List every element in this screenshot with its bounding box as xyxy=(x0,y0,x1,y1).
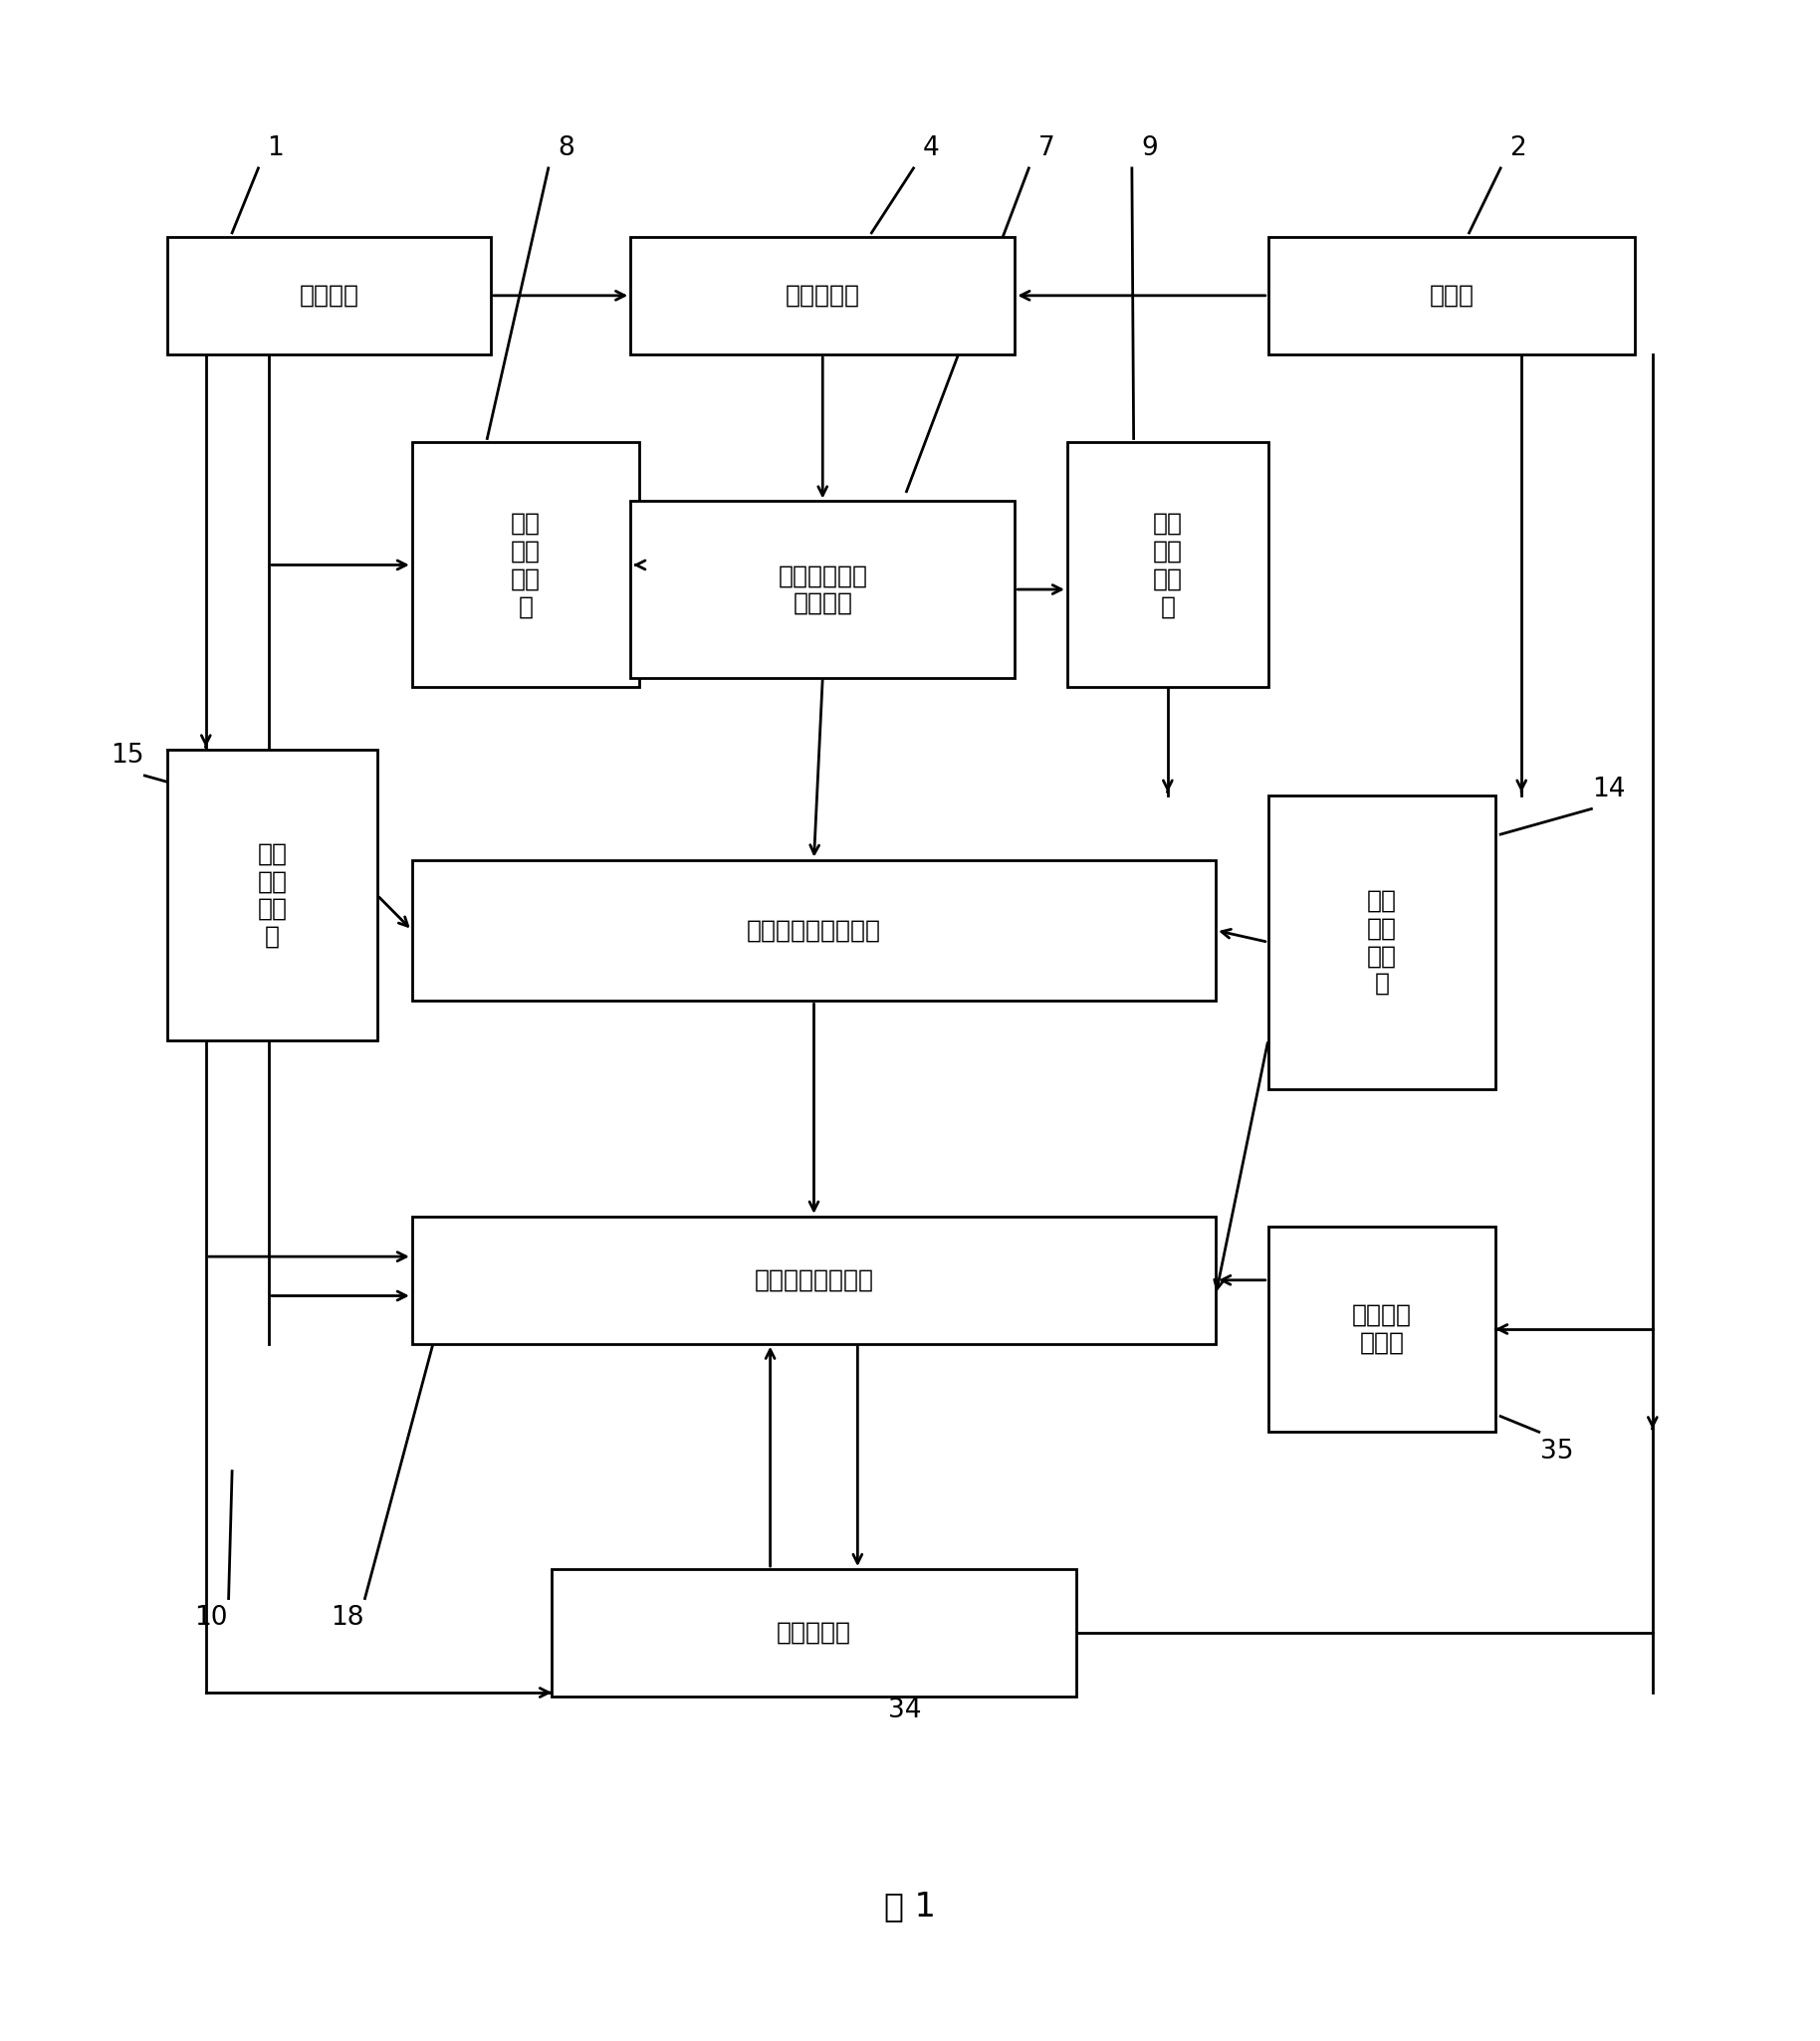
Text: 四通道光源: 四通道光源 xyxy=(784,284,861,308)
Text: 4: 4 xyxy=(923,135,939,161)
Text: 数据存储
打印机: 数据存储 打印机 xyxy=(1352,1304,1412,1355)
Bar xyxy=(630,502,1016,678)
Bar xyxy=(411,859,1216,1000)
Bar xyxy=(1269,796,1496,1090)
Text: 1: 1 xyxy=(268,135,284,161)
Text: 图 1: 图 1 xyxy=(885,1890,935,1923)
Text: 7: 7 xyxy=(1037,135,1054,161)
Text: 18: 18 xyxy=(331,1604,364,1631)
Text: 14: 14 xyxy=(1592,776,1625,802)
Text: 红紫光滤光片
切换装量: 红紫光滤光片 切换装量 xyxy=(777,563,868,614)
Text: 35: 35 xyxy=(1540,1439,1572,1465)
Text: 变压器: 变压器 xyxy=(1429,284,1474,308)
Text: 红紫
光切
换电
机: 红紫 光切 换电 机 xyxy=(511,512,541,618)
Text: 四通道试样检测平台: 四通道试样检测平台 xyxy=(746,918,881,943)
Bar xyxy=(167,237,491,355)
Text: 信号放大与控制器: 信号放大与控制器 xyxy=(753,1267,874,1292)
Bar xyxy=(1067,443,1269,688)
Bar xyxy=(1269,1227,1496,1433)
Bar xyxy=(167,751,377,1041)
Bar xyxy=(630,237,1016,355)
Text: 10: 10 xyxy=(195,1604,228,1631)
Text: 2: 2 xyxy=(1509,135,1527,161)
Bar xyxy=(1269,237,1634,355)
Text: 稳压电源: 稳压电源 xyxy=(298,284,359,308)
Bar xyxy=(411,443,639,688)
Text: 15: 15 xyxy=(111,743,144,769)
Bar xyxy=(551,1570,1076,1696)
Text: 预温
恒温
控制
器: 预温 恒温 控制 器 xyxy=(1367,888,1396,996)
Text: 红紫
光切
换开
关: 红紫 光切 换开 关 xyxy=(1152,512,1183,618)
Text: 8: 8 xyxy=(557,135,573,161)
Text: 9: 9 xyxy=(1141,135,1158,161)
Bar xyxy=(411,1216,1216,1343)
Text: 34: 34 xyxy=(888,1698,921,1723)
Text: 试样
磁搅
拌电
机: 试样 磁搅 拌电 机 xyxy=(257,841,288,949)
Text: 控制计算机: 控制计算机 xyxy=(777,1621,852,1645)
